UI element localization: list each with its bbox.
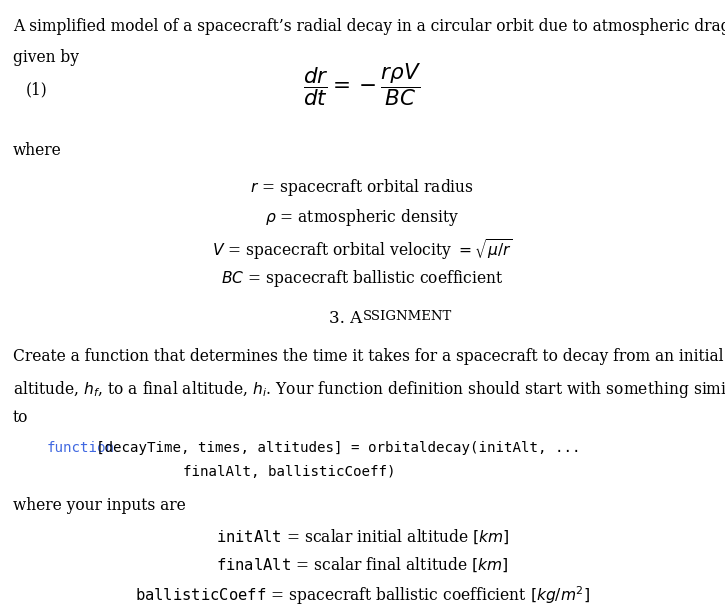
Text: $\rho$ = atmospheric density: $\rho$ = atmospheric density (265, 207, 460, 228)
Text: 3. A: 3. A (329, 310, 362, 327)
Text: where: where (13, 142, 62, 159)
Text: (1): (1) (26, 81, 48, 98)
Text: finalAlt, ballisticCoeff): finalAlt, ballisticCoeff) (183, 465, 396, 479)
Text: $V$ = spacecraft orbital velocity $= \sqrt{\mu/r}$: $V$ = spacecraft orbital velocity $= \sq… (212, 237, 513, 262)
Text: to: to (13, 409, 28, 426)
Text: altitude, $h_f$, to a final altitude, $h_i$. Your function definition should sta: altitude, $h_f$, to a final altitude, $h… (13, 379, 725, 400)
Text: given by: given by (13, 49, 79, 66)
Text: [decayTime, times, altitudes] = orbitaldecay(initAlt, ...: [decayTime, times, altitudes] = orbitald… (96, 441, 581, 455)
Text: A simplified model of a spacecraft’s radial decay in a circular orbit due to atm: A simplified model of a spacecraft’s rad… (13, 18, 725, 35)
Text: SSIGNMENT: SSIGNMENT (362, 310, 452, 323)
Text: $r$ = spacecraft orbital radius: $r$ = spacecraft orbital radius (251, 177, 474, 198)
Text: $\dfrac{dr}{dt} = -\dfrac{r\rho V}{BC}$: $\dfrac{dr}{dt} = -\dfrac{r\rho V}{BC}$ (303, 62, 422, 108)
Text: $\mathtt{ballisticCoeff}$ = spacecraft ballistic coefficient $[kg/m^2]$: $\mathtt{ballisticCoeff}$ = spacecraft b… (135, 584, 590, 606)
Text: function: function (47, 441, 115, 455)
Text: $BC$ = spacecraft ballistic coefficient: $BC$ = spacecraft ballistic coefficient (221, 268, 504, 289)
Text: $\mathtt{finalAlt}$ = scalar final altitude $[km]$: $\mathtt{finalAlt}$ = scalar final altit… (216, 556, 509, 574)
Text: Create a function that determines the time it takes for a spacecraft to decay fr: Create a function that determines the ti… (13, 348, 724, 365)
Text: $\mathtt{initAlt}$ = scalar initial altitude $[km]$: $\mathtt{initAlt}$ = scalar initial alti… (216, 528, 509, 546)
Text: where your inputs are: where your inputs are (13, 497, 186, 514)
